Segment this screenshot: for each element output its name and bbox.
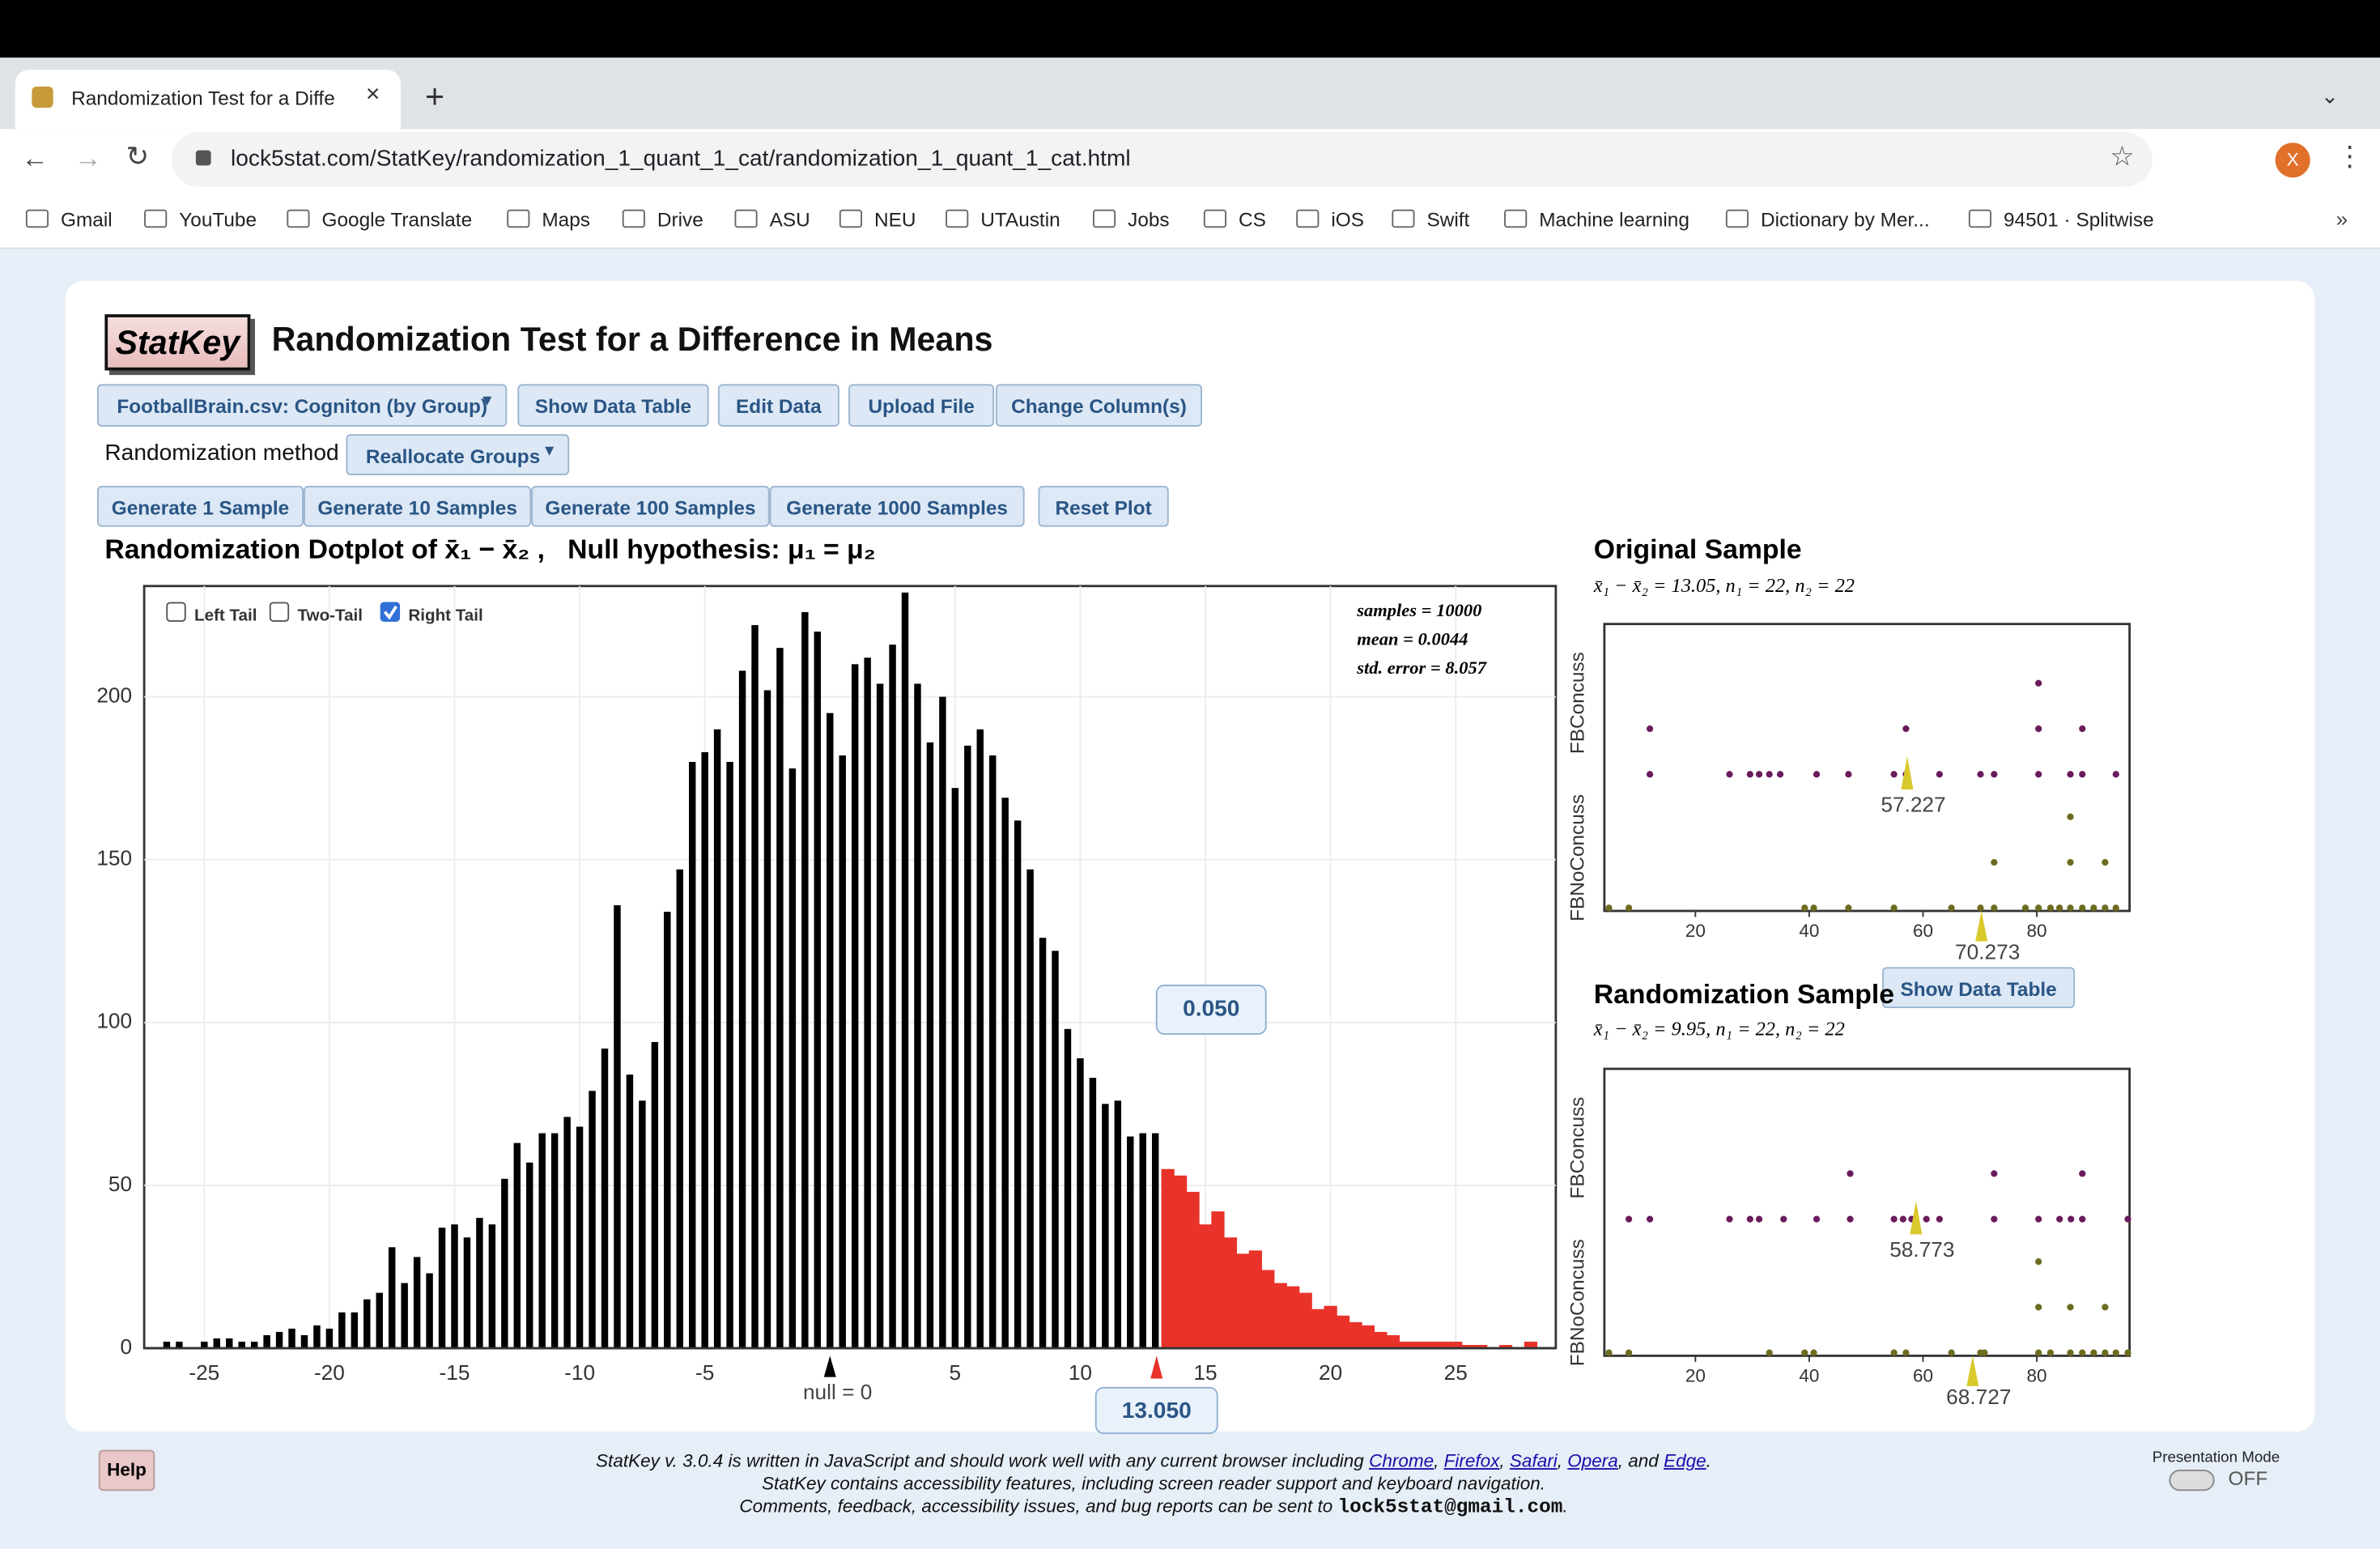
- footer-text: ,: [1434, 1449, 1444, 1471]
- email: lock5stat@gmail.com: [1337, 1495, 1563, 1518]
- footer-text: , and: [1617, 1449, 1664, 1471]
- bookmark[interactable]: Swift: [1426, 207, 1470, 231]
- bookmark-icon: [1725, 209, 1749, 228]
- bookmark-icon: [1093, 209, 1116, 228]
- bookmark-icon: [507, 209, 530, 228]
- bookmark-icon: [144, 209, 168, 228]
- bookmark-icon: [1504, 209, 1528, 228]
- toolbar-button[interactable]: Show Data Table: [517, 384, 709, 427]
- tab-close[interactable]: ×: [365, 82, 380, 109]
- toolbar-button[interactable]: Edit Data: [717, 384, 839, 427]
- bookmark[interactable]: ASU: [769, 207, 810, 231]
- bookmark[interactable]: Gmail: [61, 207, 113, 231]
- bookmark[interactable]: Drive: [657, 207, 703, 231]
- bookmark-icon: [1203, 209, 1226, 228]
- dropdown-caret: ▼: [542, 443, 557, 461]
- bookmark-icon: [25, 209, 49, 228]
- lock-icon: [195, 150, 211, 166]
- bookmark[interactable]: UTAustin: [980, 207, 1060, 231]
- star-icon[interactable]: ☆: [2110, 141, 2135, 172]
- page-title: Randomization Test for a Difference in M…: [271, 320, 993, 359]
- dropdown-caret: ▼: [479, 393, 495, 411]
- toolbar-button[interactable]: FootballBrain.csv: Cogniton (by Group): [97, 384, 508, 427]
- bookmark[interactable]: Dictionary by Mer...: [1761, 207, 1930, 231]
- back-button[interactable]: ←: [21, 143, 49, 173]
- tab-title: Randomization Test for a Diffe: [71, 86, 335, 109]
- footer-line-1: StatKey v. 3.0.4 is written in JavaScrip…: [395, 1450, 1913, 1471]
- generate-button[interactable]: Reset Plot: [1038, 486, 1169, 527]
- browser-link[interactable]: Safari: [1509, 1449, 1558, 1471]
- reload-button[interactable]: ↻: [125, 141, 149, 172]
- bookmark[interactable]: Maps: [542, 207, 590, 231]
- bookmark-icon: [734, 209, 758, 228]
- presentation-label: Presentation Mode: [2152, 1449, 2280, 1467]
- top-bar: [0, 0, 2380, 58]
- menu-button[interactable]: ⋮: [2335, 141, 2364, 172]
- browser-link[interactable]: Edge: [1664, 1449, 1706, 1471]
- bookmark[interactable]: YouTube: [179, 207, 257, 231]
- footer-line-3: Comments, feedback, accessibility issues…: [395, 1496, 1913, 1518]
- generate-button[interactable]: Generate 1000 Samples: [769, 486, 1025, 527]
- address-bar[interactable]: [171, 132, 2153, 187]
- footer-text: StatKey v. 3.0.4 is written in JavaScrip…: [596, 1449, 1370, 1471]
- logo: StatKey: [104, 314, 251, 371]
- browser-link[interactable]: Opera: [1567, 1449, 1618, 1471]
- footer-text: Comments, feedback, accessibility issues…: [739, 1495, 1338, 1517]
- generate-button[interactable]: Generate 1 Sample: [97, 486, 304, 527]
- toggle-state: OFF: [2228, 1466, 2268, 1490]
- forward-button[interactable]: →: [74, 143, 102, 173]
- bookmark[interactable]: Google Translate: [321, 207, 473, 231]
- profile-avatar[interactable]: X: [2275, 143, 2310, 178]
- active-tab[interactable]: [15, 70, 401, 130]
- generate-button[interactable]: Generate 100 Samples: [531, 486, 770, 527]
- toolbar-button[interactable]: Change Column(s): [996, 384, 1202, 427]
- bookmark-icon: [839, 209, 862, 228]
- method-dropdown[interactable]: Reallocate Groups: [346, 434, 570, 475]
- tab-icon: [32, 86, 53, 109]
- new-tab[interactable]: +: [425, 77, 445, 116]
- bookmark-icon: [946, 209, 969, 228]
- footer-text: .: [1706, 1449, 1711, 1471]
- toolbar-button[interactable]: Upload File: [848, 384, 995, 427]
- bookmark-icon: [1296, 209, 1320, 228]
- generate-button[interactable]: Generate 10 Samples: [304, 486, 532, 527]
- footer-text: ,: [1499, 1449, 1510, 1471]
- bookmark[interactable]: NEU: [874, 207, 916, 231]
- bookmark[interactable]: iOS: [1331, 207, 1365, 231]
- bookmark-icon: [1968, 209, 1991, 228]
- help-button[interactable]: Help: [98, 1449, 155, 1492]
- bookmark-icon: [622, 209, 645, 228]
- bookmark[interactable]: 94501 · Splitwise: [2004, 207, 2154, 231]
- url: lock5stat.com/StatKey/randomization_1_qu…: [231, 146, 1131, 172]
- bookmark[interactable]: CS: [1239, 207, 1266, 231]
- browser-link[interactable]: Chrome: [1369, 1449, 1434, 1471]
- presentation-toggle[interactable]: [2169, 1470, 2215, 1492]
- footer-text: .: [1562, 1495, 1568, 1517]
- show-data-table-button[interactable]: Show Data Table: [1882, 967, 2076, 1008]
- bookmark-icon: [287, 209, 310, 228]
- bookmark[interactable]: Jobs: [1128, 207, 1170, 231]
- footer-line-2: StatKey contains accessibility features,…: [761, 1472, 1546, 1494]
- method-label: Randomization method: [104, 440, 339, 466]
- footer-text: ,: [1557, 1449, 1568, 1471]
- browser-link[interactable]: Firefox: [1443, 1449, 1500, 1471]
- bookmarks-overflow[interactable]: »: [2335, 206, 2348, 231]
- tab-menu[interactable]: ⌄: [2320, 83, 2339, 109]
- bookmarks-bar: [0, 189, 2380, 249]
- bookmark-icon: [1392, 209, 1415, 228]
- bookmark[interactable]: Machine learning: [1539, 207, 1689, 231]
